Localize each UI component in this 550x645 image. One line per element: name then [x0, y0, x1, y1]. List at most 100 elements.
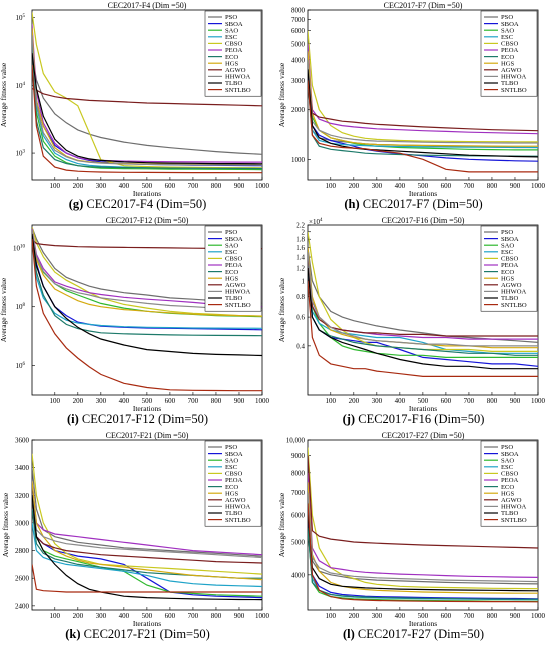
legend-label: SBOA [225, 21, 243, 28]
series-line-hgs [32, 481, 262, 581]
x-tick-label: 1000 [531, 397, 546, 405]
series-line-tlbo [308, 515, 538, 592]
chart-title: CEC2017-F7 (Dim =50) [384, 1, 463, 10]
legend-label: ECO [225, 269, 238, 276]
y-tick-label: 108 [16, 303, 26, 311]
x-tick-label: 100 [326, 612, 337, 620]
legend-label: AGWO [225, 67, 246, 74]
caption-letter: (g) [68, 197, 84, 211]
y-tick-label: 1.4 [296, 254, 305, 262]
legend-label: PEOA [501, 262, 518, 269]
y-tick-label: 0.6 [296, 314, 305, 322]
legend-label: SNTLBO [225, 87, 251, 94]
y-tick-label: 8000 [291, 469, 306, 477]
legend-label: ECO [501, 54, 514, 61]
legend-label: HGS [501, 275, 515, 282]
y-tick-label: 3600 [15, 437, 30, 445]
series-line-hhwoa [308, 492, 538, 583]
x-tick-label: 500 [418, 182, 429, 190]
x-tick-label: 500 [418, 612, 429, 620]
panel-caption: (i) CEC2017-F12 (Dim=50) [0, 412, 275, 427]
x-tick-label: 200 [73, 612, 84, 620]
x-tick-label: 1000 [255, 182, 270, 190]
series-line-agwo [32, 87, 262, 107]
x-tick-label: 300 [96, 612, 107, 620]
y-axis-label: Average fitness value [277, 62, 286, 127]
y-tick-label: 1010 [13, 244, 26, 252]
x-tick-label: 1000 [255, 612, 270, 620]
y-tick-label: 2400 [15, 602, 30, 610]
series-line-peoa [308, 43, 538, 135]
caption-text: CEC2017-F21 (Dim=50) [80, 627, 210, 641]
legend-label: TLBO [225, 510, 242, 517]
caption-text: CEC2017-F27 (Dim=50) [354, 627, 485, 641]
series-line-agwo [308, 256, 538, 337]
series-group [308, 231, 538, 377]
chart-title: CEC2017-F21 (Dim =50) [106, 431, 189, 440]
x-tick-label: 600 [165, 182, 176, 190]
legend-label: SBOA [501, 21, 519, 28]
legend-label: CBSO [225, 41, 242, 48]
x-tick-label: 200 [349, 397, 360, 405]
x-tick-label: 900 [510, 397, 521, 405]
x-tick-label: 800 [487, 182, 498, 190]
chart-svg: CEC2017-F4 (Dim =50) 100 200 300 400 500 600 70… [0, 1, 270, 198]
y-tick-label: 7000 [291, 489, 306, 497]
legend-label: SNTLBO [225, 302, 251, 309]
x-axis-label: Iterations [409, 404, 437, 413]
chart-panel-f21: CEC2017-F21 (Dim =50) 100 200 300 400 500 600 7… [0, 430, 275, 645]
x-tick-label: 300 [372, 397, 383, 405]
legend-label: PSO [225, 229, 237, 236]
y-axis-label: Average fitness value [0, 277, 8, 342]
x-tick-label: 900 [234, 612, 245, 620]
y-tick-label: 5000 [291, 539, 306, 547]
y-tick-label: 3000 [291, 77, 306, 85]
series-line-sntlbo [32, 238, 262, 392]
legend-label: PEOA [225, 262, 242, 269]
series-line-hhwoa [308, 59, 538, 144]
x-axis-label: Iterations [133, 189, 161, 198]
y-tick-label: 4000 [291, 56, 306, 64]
x-tick-label: 600 [165, 397, 176, 405]
legend-label: SAO [225, 457, 238, 464]
legend-label: ECO [501, 484, 514, 491]
legend-label: ESC [225, 34, 238, 41]
x-axis-label: Iterations [133, 404, 161, 413]
chart-title: CEC2017-F27 (Dim =50) [382, 431, 465, 440]
panel-caption: (j) CEC2017-F16 (Dim=50) [276, 412, 550, 427]
chart-svg: CEC2017-F7 (Dim =50) 100 200 300 400 500 600 70… [277, 1, 546, 198]
series-line-cbso [308, 30, 538, 143]
caption-letter: (h) [344, 197, 360, 211]
x-tick-label: 400 [119, 612, 130, 620]
y-tick-label: 3400 [15, 464, 30, 472]
panel-caption: (k) CEC2017-F21 (Dim=50) [0, 627, 275, 642]
legend: PSOSBOASAOESCCBSOPEOAECOHGSAGWOHHWOATLBO… [480, 10, 538, 97]
x-tick-label: 800 [211, 397, 222, 405]
x-tick-label: 400 [395, 182, 406, 190]
y-tick-label: 10,000 [286, 437, 306, 445]
legend-label: PSO [501, 229, 513, 236]
x-axis-label: Iterations [409, 619, 437, 628]
series-line-hgs [308, 51, 538, 147]
x-tick-label: 500 [142, 182, 153, 190]
legend-label: CBSO [501, 41, 518, 48]
x-tick-label: 300 [372, 612, 383, 620]
legend: PSOSBOASAOESCCBSOPEOAECOHGSAGWOHHWOATLBO… [204, 225, 262, 312]
legend-label: HGS [225, 490, 239, 497]
legend-label: PSO [225, 444, 237, 451]
legend-label: ECO [501, 269, 514, 276]
caption-text: CEC2017-F4 (Dim=50) [83, 197, 207, 211]
series-line-sboa [308, 515, 538, 600]
caption-letter: (l) [342, 627, 355, 641]
series-line-agwo [308, 455, 538, 549]
legend-label: SNTLBO [501, 517, 527, 524]
series-line-hhwoa [308, 252, 538, 347]
x-tick-label: 900 [234, 182, 245, 190]
legend-label: AGWO [501, 497, 522, 504]
chart-title: CEC2017-F12 (Dim =50) [106, 216, 189, 225]
legend-box [204, 440, 262, 527]
caption-text: CEC2017-F16 (Dim=50) [355, 412, 485, 426]
series-line-peoa [32, 481, 262, 556]
legend-label: HHWOA [225, 504, 251, 511]
legend-label: CBSO [501, 471, 518, 478]
